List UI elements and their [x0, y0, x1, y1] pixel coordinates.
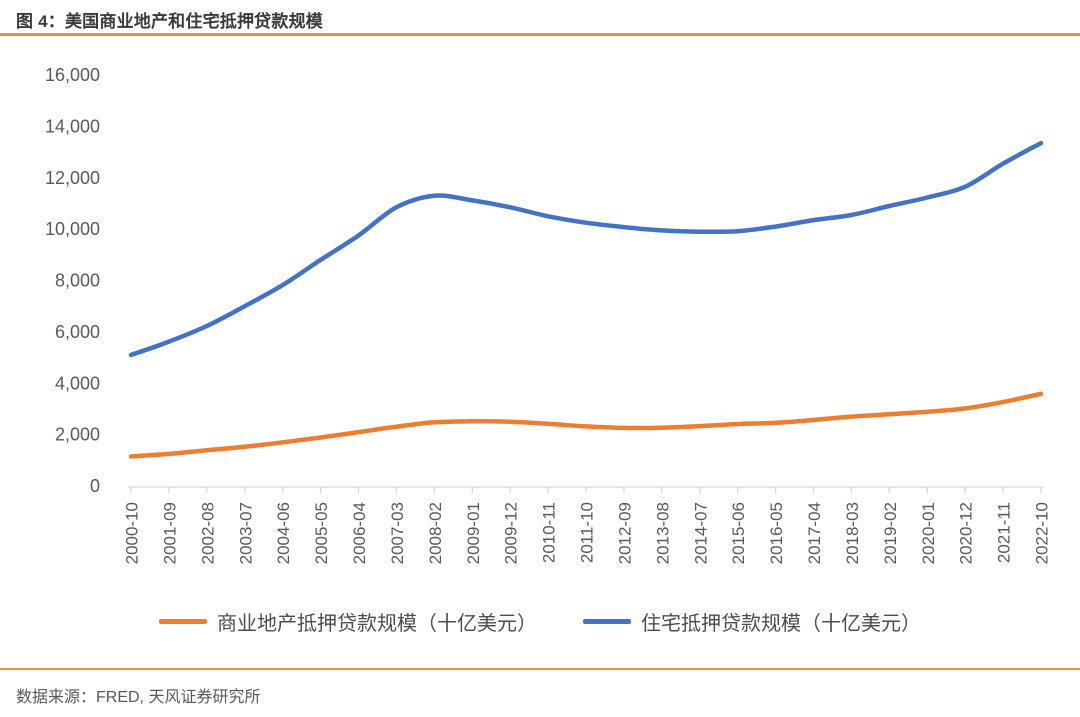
commercial-line: [128, 391, 1044, 459]
x-axis-tick-label: 2011-10: [578, 502, 597, 563]
x-axis-tick-label: 2014-07: [691, 502, 710, 564]
legend-label-residential: 住宅抵押贷款规模（十亿美元）: [641, 613, 921, 635]
x-axis-tick-label: 2009-12: [502, 502, 521, 564]
legend-item-commercial: 商业地产抵押贷款规模（十亿美元）: [159, 607, 537, 636]
x-axis-tick-label: 2019-02: [881, 502, 900, 564]
y-axis-tick-label: 10,000: [45, 219, 100, 239]
x-axis-tick-label: 2017-04: [805, 502, 824, 564]
x-axis-tick-label: 2003-07: [236, 502, 255, 564]
x-axis-tick-label: 2010-11: [540, 502, 559, 563]
residential-line-swatch: [583, 619, 631, 624]
legend-label-commercial: 商业地产抵押贷款规模（十亿美元）: [217, 613, 537, 635]
x-axis-line: [128, 486, 1044, 494]
chart-title: 图 4：美国商业地产和住宅抵押贷款规模: [16, 12, 323, 31]
x-axis-tick-label: 2021-11: [995, 502, 1014, 563]
x-axis-tick-label: 2022-10: [1033, 502, 1052, 564]
legend-item-residential: 住宅抵押贷款规模（十亿美元）: [583, 607, 921, 636]
data-source: 数据来源：FRED, 天风证券研究所: [16, 689, 261, 706]
x-axis-tick-label: 2005-05: [312, 502, 331, 564]
x-axis-tick-label: 2016-05: [767, 502, 786, 564]
y-axis-tick-label: 8,000: [55, 271, 100, 291]
x-axis-tick-label: 2000-10: [123, 502, 142, 564]
chart-canvas: 0 2,000 4,000 6,000 8,000 10,000 12,000 14,000 1…: [45, 65, 1052, 564]
commercial-line-swatch: [159, 619, 207, 624]
title-underline: [0, 33, 1080, 36]
residential-line: [128, 140, 1044, 358]
x-axis-tick-label: 2001-09: [160, 502, 179, 564]
x-axis-tick-label: 2007-03: [388, 502, 407, 564]
x-axis-tick-label: 2008-02: [426, 502, 445, 564]
x-axis-tick-label: 2009-01: [464, 502, 483, 564]
footer-divider: [0, 668, 1080, 670]
y-axis-tick-label: 6,000: [55, 322, 100, 342]
x-axis-tick-label: 2018-03: [843, 502, 862, 564]
y-axis-tick-label: 12,000: [45, 168, 100, 188]
y-axis-tick-label: 14,000: [45, 116, 100, 136]
y-axis-tick-label: 16,000: [45, 65, 100, 85]
x-axis-tick-label: 2020-01: [919, 502, 938, 564]
chart-legend: 商业地产抵押贷款规模（十亿美元） 住宅抵押贷款规模（十亿美元）: [0, 607, 1080, 636]
y-axis-tick-label: 2,000: [55, 425, 100, 445]
x-axis-tick-label: 2006-04: [350, 502, 369, 564]
x-axis-tick-label: 2004-06: [274, 502, 293, 564]
y-axis-tick-label: 0: [90, 476, 100, 496]
x-axis-tick-label: 2013-08: [653, 502, 672, 564]
x-axis-tick-label: 2020-12: [957, 502, 976, 564]
y-axis-tick-label: 4,000: [55, 373, 100, 393]
x-axis-tick-label: 2012-09: [615, 502, 634, 564]
x-axis-tick-label: 2002-08: [198, 502, 217, 564]
x-axis-tick-label: 2015-06: [729, 502, 748, 564]
